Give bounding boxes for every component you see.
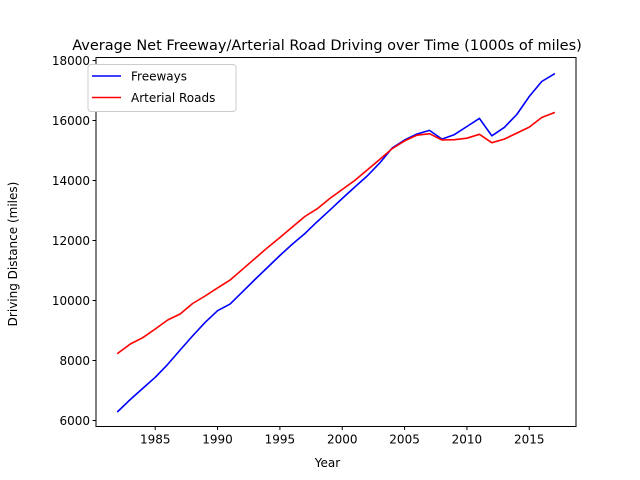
y-axis: 6000 8000 10000 12000 14000 16000 18000 <box>52 54 96 428</box>
y-axis-label: Driving Distance (miles) <box>6 182 20 327</box>
x-tick-label: 1990 <box>202 433 233 447</box>
chart-title: Average Net Freeway/Arterial Road Drivin… <box>72 38 582 54</box>
y-tick-label: 12000 <box>52 234 90 248</box>
x-axis-label: Year <box>314 456 340 470</box>
y-tick-label: 14000 <box>52 174 90 188</box>
series-line-arterial-roads <box>116 111 556 355</box>
legend: Freeways Arterial Roads <box>87 64 237 112</box>
series-line-freeways <box>116 72 556 413</box>
legend-box <box>87 64 237 112</box>
y-tick-label: 16000 <box>52 114 90 128</box>
x-tick-label: 1985 <box>140 433 171 447</box>
y-tick-label: 10000 <box>52 294 90 308</box>
y-tick-label: 6000 <box>59 414 90 428</box>
y-tick-label: 18000 <box>52 54 90 68</box>
legend-label-freeways: Freeways <box>131 70 187 84</box>
x-tick-label: 2000 <box>327 433 358 447</box>
x-tick-label: 1995 <box>265 433 296 447</box>
y-tick-label: 8000 <box>59 354 90 368</box>
plot-area <box>95 57 577 427</box>
x-tick-label: 2005 <box>389 433 420 447</box>
series-lines <box>116 72 556 413</box>
x-tick-label: 2010 <box>452 433 483 447</box>
legend-label-arterial-roads: Arterial Roads <box>131 91 215 105</box>
x-tick-label: 2015 <box>514 433 545 447</box>
x-axis: 1985 1990 1995 2000 2005 2010 2015 <box>140 426 545 447</box>
